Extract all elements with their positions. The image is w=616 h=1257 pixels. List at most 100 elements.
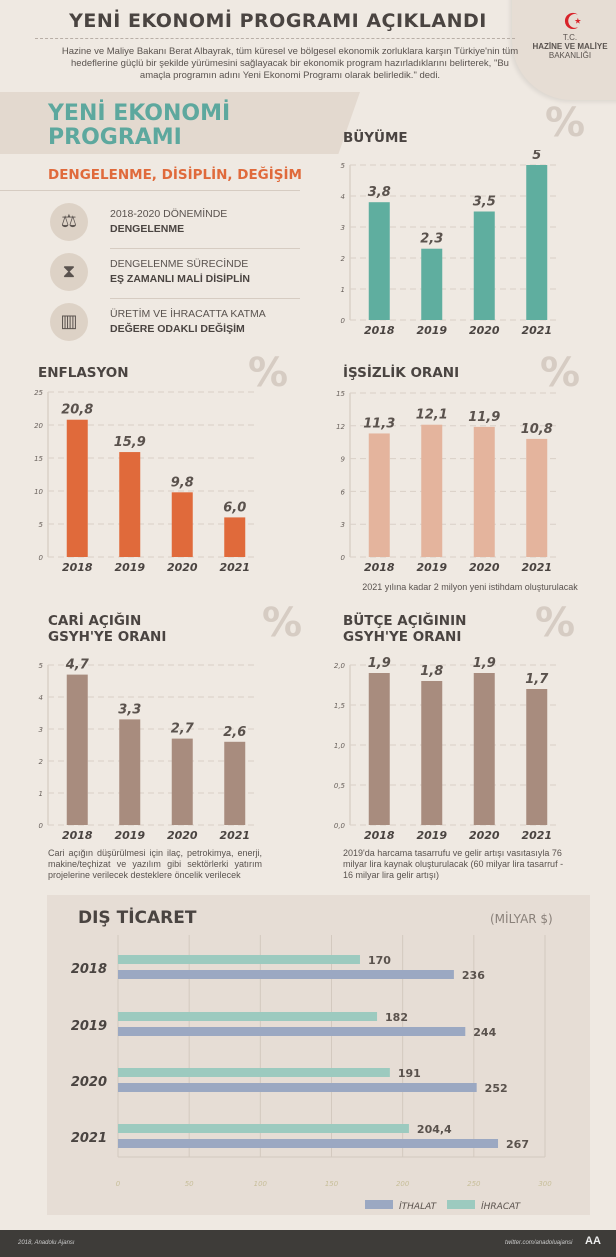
- program-title-2: PROGRAMI: [48, 125, 182, 150]
- y-tick-label: 2021: [71, 1131, 107, 1146]
- x-tick-label: 250: [467, 1180, 481, 1188]
- trade-panel: [47, 895, 590, 1215]
- percent-icon: %: [540, 350, 581, 396]
- y-tick-label: 1,0: [334, 742, 346, 750]
- data-label: 2,3: [420, 232, 443, 247]
- data-label: 20,8: [61, 403, 93, 418]
- bar-2021: [224, 741, 246, 825]
- y-tick-label: 5: [341, 162, 346, 170]
- item-line1: DENGELENME SÜRECİNDE: [110, 258, 249, 270]
- divider: [0, 190, 300, 191]
- bar-2019: [421, 424, 443, 557]
- bar-2020: [473, 211, 495, 320]
- y-tick-label: 3: [341, 224, 345, 232]
- data-label: 6,0: [223, 500, 246, 515]
- item-line1: 2018-2020 DÖNEMİNDE: [110, 208, 228, 220]
- bar-2020: [473, 426, 495, 557]
- data-label: 1,9: [473, 656, 496, 671]
- x-tick-label: 2018: [62, 561, 93, 574]
- bar-2018: [368, 433, 390, 557]
- x-tick-label: 2019: [416, 829, 447, 842]
- data-label: 3,3: [118, 702, 141, 717]
- y-tick-label: 15: [336, 390, 345, 398]
- footer-twitter-link[interactable]: twitter.com/anadoluajansi: [505, 1240, 573, 1246]
- data-label: 2,6: [223, 725, 246, 740]
- x-tick-label: 2019: [416, 324, 447, 337]
- data-label: 11,9: [468, 410, 500, 425]
- x-tick-label: 200: [396, 1180, 410, 1188]
- x-tick-label: 2021: [521, 561, 552, 574]
- y-tick-label: 15: [34, 455, 43, 463]
- y-tick-label: 0,0: [334, 822, 346, 830]
- y-tick-label: 20: [34, 422, 43, 430]
- bar-2019: [421, 248, 443, 320]
- bar-2021: [526, 438, 548, 557]
- x-tick-label: 100: [254, 1180, 268, 1188]
- x-tick-label: 2020: [469, 324, 500, 337]
- chart-title-issizlik: İŞSİZLİK ORANI: [343, 365, 460, 381]
- note-cari: Cari açığın düşürülmesi için ilaç, petro…: [48, 848, 262, 880]
- bar-2021: [526, 689, 548, 825]
- chart-title-dis-ticaret: DIŞ TİCARET: [78, 908, 197, 928]
- x-tick-label: 2019: [114, 561, 145, 574]
- data-label: 11,3: [363, 416, 395, 431]
- bar-2019: [119, 452, 141, 557]
- x-tick-label: 2019: [416, 561, 447, 574]
- percent-icon: %: [262, 600, 303, 646]
- x-tick-label: 2021: [219, 829, 250, 842]
- x-tick-label: 2018: [364, 324, 395, 337]
- data-label: 5: [532, 150, 541, 163]
- data-label: 10,8: [521, 422, 553, 437]
- y-tick-label: 1,5: [334, 702, 346, 710]
- bar-2018: [368, 673, 390, 825]
- bar-İHRACAT-2019: [118, 1012, 378, 1021]
- hourglass-icon: ⧗: [50, 253, 88, 291]
- bar-2020: [473, 673, 495, 825]
- chart-cari: 0 1 2 3 4 5 4,7 2018 3,3 2019 2,7 2020 2,6 2021: [39, 658, 258, 842]
- data-label: 15,9: [114, 435, 146, 450]
- chart-title-enflasyon: ENFLASYON: [38, 365, 129, 381]
- y-tick-label: 2019: [71, 1019, 107, 1034]
- bar-2019: [119, 719, 141, 825]
- data-label: 191: [398, 1067, 421, 1080]
- chart-title-butce: BÜTÇE AÇIĞININ GSYH'YE ORANI: [343, 613, 467, 645]
- anadolu-logo: AA: [585, 1235, 601, 1247]
- program-item: ⚖ 2018-2020 DÖNEMİNDE DENGELENME: [50, 200, 300, 250]
- page-title: YENİ EKONOMİ PROGRAMI AÇIKLANDI: [69, 10, 487, 32]
- y-tick-label: 2: [39, 758, 44, 766]
- program-item: ⧗ DENGELENME SÜRECİNDE EŞ ZAMANLI MALİ DİS…: [50, 250, 300, 300]
- x-tick-label: 150: [325, 1180, 339, 1188]
- chart-title-buyume: BÜYÜME: [343, 130, 408, 146]
- data-label: 1,7: [525, 672, 549, 687]
- divider: [110, 248, 300, 249]
- bar-2018: [66, 419, 88, 557]
- data-label: 9,8: [171, 475, 194, 490]
- program-title: YENİ EKONOMİ PROGRAMI: [48, 102, 230, 150]
- program-title-1: YENİ EKONOMİ: [48, 101, 231, 126]
- turkish-flag-icon: ☪: [563, 10, 583, 35]
- ministry-name: T.C. HAZİNE VE MALİYE BAKANLIĞI: [520, 33, 616, 60]
- data-label: 204,4: [417, 1123, 452, 1136]
- factory-icon: ▥: [50, 303, 88, 341]
- data-label: 182: [385, 1011, 408, 1024]
- data-label: 236: [462, 969, 485, 982]
- x-tick-label: 0: [116, 1180, 121, 1188]
- ministry-name-2: BAKANLIĞI: [548, 51, 592, 60]
- x-tick-label: 2018: [62, 829, 93, 842]
- percent-icon: %: [535, 600, 576, 646]
- bar-İTHALAT-2020: [118, 1083, 477, 1092]
- y-tick-label: 3: [341, 521, 345, 529]
- bar-2021: [526, 165, 548, 320]
- data-label: 3,8: [368, 185, 391, 200]
- x-tick-label: 2020: [167, 829, 198, 842]
- x-tick-label: 2020: [469, 829, 500, 842]
- chart-title-cari: CARİ AÇIĞIN GSYH'YE ORANI: [48, 613, 167, 645]
- x-tick-label: 2019: [114, 829, 145, 842]
- bar-İTHALAT-2021: [118, 1139, 499, 1148]
- percent-icon: %: [248, 350, 289, 396]
- y-tick-label: 0: [341, 554, 346, 562]
- y-tick-label: 5: [39, 662, 44, 670]
- data-label: 267: [506, 1138, 529, 1151]
- bar-2021: [224, 517, 246, 557]
- y-tick-label: 1: [39, 790, 43, 798]
